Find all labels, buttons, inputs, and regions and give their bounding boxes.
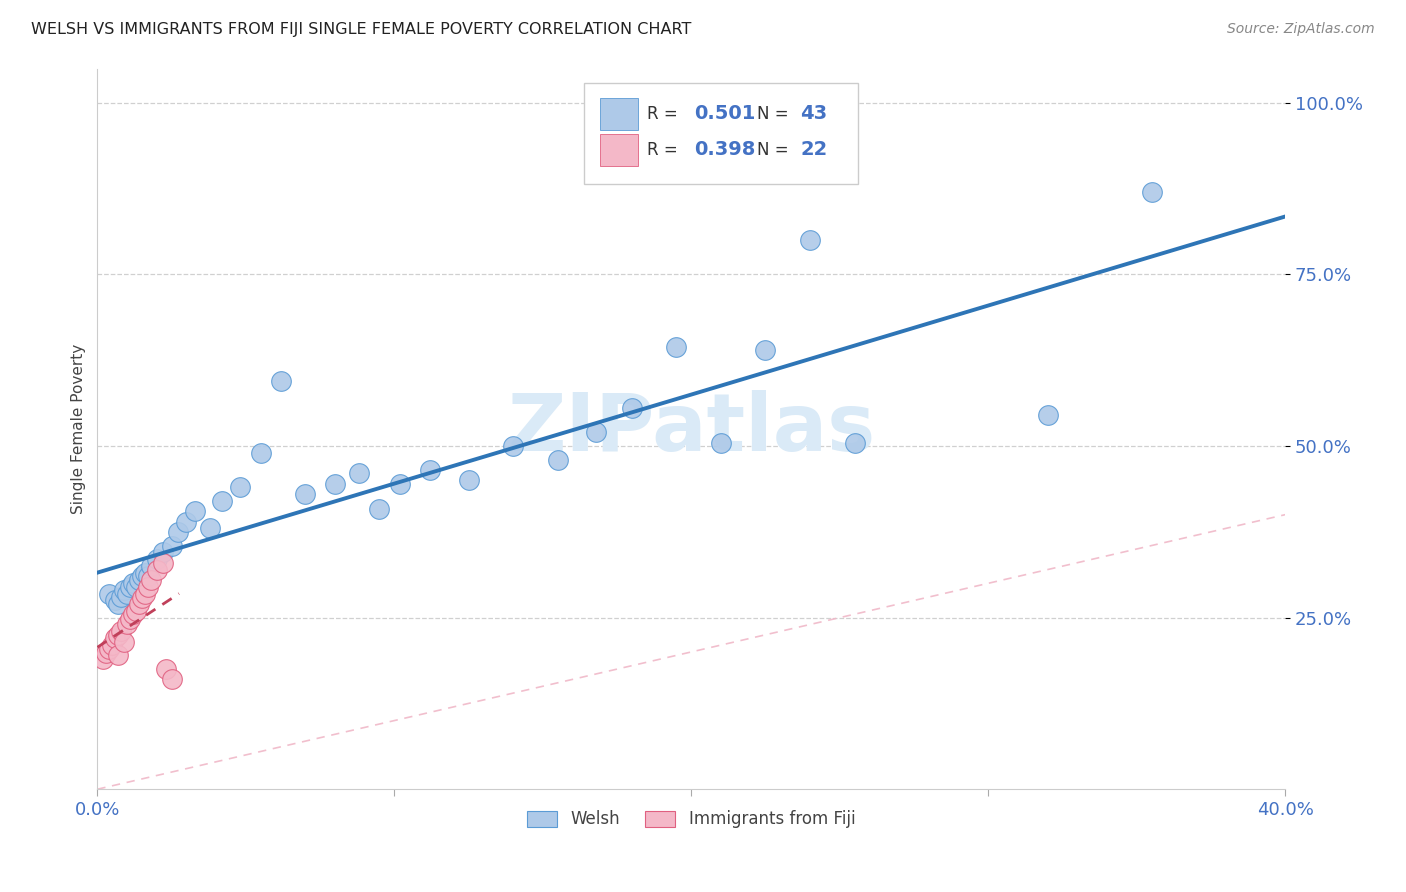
Point xyxy=(115,586,138,600)
Point xyxy=(347,467,370,481)
Point xyxy=(1036,408,1059,422)
FancyBboxPatch shape xyxy=(600,98,638,129)
Point xyxy=(160,673,183,687)
Point xyxy=(134,566,156,580)
Point xyxy=(166,524,188,539)
Point xyxy=(145,552,167,566)
Text: 0.501: 0.501 xyxy=(693,104,755,123)
Point xyxy=(152,545,174,559)
Point xyxy=(98,586,121,600)
Point xyxy=(211,494,233,508)
Point xyxy=(110,624,132,639)
Point xyxy=(118,580,141,594)
Point xyxy=(270,374,292,388)
Text: Source: ZipAtlas.com: Source: ZipAtlas.com xyxy=(1227,22,1375,37)
Point xyxy=(323,476,346,491)
Point xyxy=(176,515,198,529)
Text: N =: N = xyxy=(756,141,793,159)
Point xyxy=(128,573,150,587)
Text: N =: N = xyxy=(756,105,793,123)
Point xyxy=(104,593,127,607)
Point xyxy=(122,607,145,622)
Point xyxy=(799,233,821,247)
Point xyxy=(620,401,643,416)
Point xyxy=(198,521,221,535)
Point xyxy=(844,435,866,450)
Point xyxy=(134,586,156,600)
Text: 43: 43 xyxy=(800,104,828,123)
Point xyxy=(139,573,162,587)
Point xyxy=(294,487,316,501)
Point xyxy=(91,652,114,666)
Point xyxy=(1140,185,1163,199)
Legend: Welsh, Immigrants from Fiji: Welsh, Immigrants from Fiji xyxy=(520,804,862,835)
Y-axis label: Single Female Poverty: Single Female Poverty xyxy=(72,343,86,514)
Point xyxy=(389,476,412,491)
Text: 22: 22 xyxy=(800,140,828,160)
Point xyxy=(107,628,129,642)
Point xyxy=(155,662,177,676)
Point xyxy=(104,631,127,645)
Point xyxy=(184,504,207,518)
Point xyxy=(160,539,183,553)
Point xyxy=(419,463,441,477)
Text: ZIPatlas: ZIPatlas xyxy=(508,390,876,468)
Point xyxy=(145,563,167,577)
Text: R =: R = xyxy=(647,141,683,159)
Point xyxy=(502,439,524,453)
Point xyxy=(131,591,153,606)
Point xyxy=(118,612,141,626)
Text: WELSH VS IMMIGRANTS FROM FIJI SINGLE FEMALE POVERTY CORRELATION CHART: WELSH VS IMMIGRANTS FROM FIJI SINGLE FEM… xyxy=(31,22,692,37)
Text: 0.398: 0.398 xyxy=(693,140,755,160)
Point xyxy=(112,583,135,598)
Point xyxy=(754,343,776,357)
Point xyxy=(368,502,391,516)
Point xyxy=(585,425,607,440)
Point xyxy=(152,556,174,570)
Point xyxy=(96,646,118,660)
Point xyxy=(107,597,129,611)
Point xyxy=(98,641,121,656)
Point xyxy=(122,576,145,591)
Point xyxy=(131,569,153,583)
Point xyxy=(710,435,733,450)
Point xyxy=(112,634,135,648)
Point xyxy=(229,480,252,494)
Point xyxy=(128,597,150,611)
Point xyxy=(125,580,148,594)
Point xyxy=(665,339,688,353)
Point xyxy=(136,580,159,594)
FancyBboxPatch shape xyxy=(600,134,638,166)
Point xyxy=(110,590,132,604)
Point xyxy=(547,452,569,467)
FancyBboxPatch shape xyxy=(585,83,858,184)
Point xyxy=(457,474,479,488)
Point xyxy=(115,617,138,632)
Text: R =: R = xyxy=(647,105,683,123)
Point xyxy=(101,638,124,652)
Point xyxy=(125,604,148,618)
Point xyxy=(249,446,271,460)
Point xyxy=(136,569,159,583)
Point xyxy=(139,559,162,574)
Point xyxy=(107,648,129,663)
